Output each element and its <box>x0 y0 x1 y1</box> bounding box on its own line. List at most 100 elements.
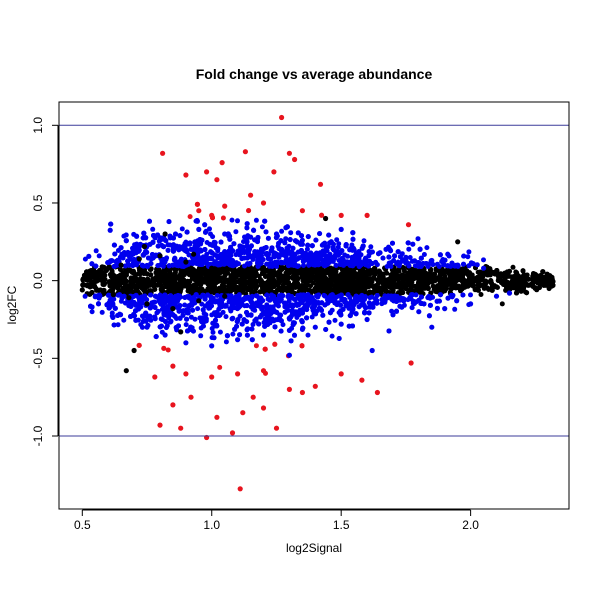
data-point-neutral <box>323 283 329 289</box>
data-point-neutral <box>449 270 455 276</box>
data-point-neutral <box>178 282 184 288</box>
data-point-neutral <box>524 282 530 288</box>
data-point-neutral <box>142 269 148 275</box>
data-point-neutral <box>477 273 483 279</box>
data-point-neutral <box>191 285 196 291</box>
data-point-neutral <box>329 282 335 288</box>
data-point-neutral <box>93 286 99 291</box>
data-point-neutral <box>428 267 434 273</box>
data-point-neutral <box>129 268 135 274</box>
data-point-neutral <box>279 289 285 294</box>
data-point-neutral <box>303 272 309 278</box>
data-point-neutral <box>266 268 272 274</box>
data-point-neutral <box>150 281 156 287</box>
data-point-neutral <box>161 269 167 275</box>
data-point-neutral <box>306 268 312 274</box>
data-point-neutral <box>520 268 526 274</box>
data-point-neutral <box>159 274 165 280</box>
data-point-neutral <box>158 283 164 289</box>
data-point-neutral <box>377 269 383 275</box>
data-point-neutral <box>328 277 334 282</box>
data-point-neutral <box>114 283 120 289</box>
data-point-neutral <box>452 283 458 289</box>
data-point-neutral <box>117 275 123 281</box>
data-point-neutral <box>113 275 118 281</box>
data-point-neutral <box>398 286 404 292</box>
data-point-neutral <box>418 276 424 281</box>
data-point-neutral <box>249 273 255 279</box>
data-point-neutral <box>245 272 251 278</box>
data-point-neutral <box>167 270 173 276</box>
data-point-neutral <box>271 280 277 286</box>
data-point-neutral <box>241 280 246 286</box>
data-point-neutral <box>514 290 519 296</box>
data-point-neutral <box>377 274 383 280</box>
data-point-neutral <box>371 284 377 290</box>
data-point-neutral <box>284 278 289 284</box>
data-point-neutral <box>401 274 407 280</box>
data-point-neutral <box>429 279 435 285</box>
data-point-neutral <box>277 271 283 277</box>
data-point-neutral <box>207 279 213 285</box>
data-point-neutral <box>211 271 217 277</box>
data-point-neutral <box>457 268 463 274</box>
data-point-neutral <box>428 275 434 281</box>
data-point-neutral <box>172 277 178 283</box>
data-point-neutral <box>107 283 113 289</box>
data-point-neutral <box>348 284 354 290</box>
data-point-neutral <box>215 276 221 282</box>
data-point-neutral <box>267 273 273 279</box>
data-point-neutral <box>459 274 464 280</box>
data-point-neutral <box>371 266 377 272</box>
data-point-neutral <box>465 272 471 278</box>
data-point-neutral <box>358 281 364 287</box>
data-point-neutral <box>534 287 540 293</box>
data-point-neutral <box>152 286 158 292</box>
data-point-neutral <box>304 287 310 293</box>
data-point-neutral <box>409 266 415 272</box>
data-point-neutral <box>270 284 275 290</box>
data-point-neutral <box>119 280 125 286</box>
data-point-neutral <box>190 266 195 272</box>
data-point-neutral <box>227 281 233 287</box>
data-point-neutral <box>132 289 138 294</box>
data-point-neutral <box>237 277 243 283</box>
data-point-neutral <box>138 276 144 282</box>
data-point-neutral <box>300 267 306 273</box>
data-point-neutral <box>476 279 482 285</box>
data-point-neutral <box>220 288 225 294</box>
data-point-neutral <box>533 279 539 285</box>
data-point-neutral <box>496 276 502 281</box>
data-point-neutral <box>153 277 159 283</box>
data-point-neutral <box>259 278 264 284</box>
data-point-neutral <box>363 269 369 275</box>
data-point-neutral <box>385 282 391 287</box>
data-point-neutral <box>523 289 529 295</box>
data-point-neutral <box>340 288 346 294</box>
data-point-neutral <box>308 283 314 289</box>
data-point-neutral <box>168 276 174 282</box>
data-point-neutral <box>354 281 359 287</box>
data-point-neutral <box>216 266 221 272</box>
data-point-neutral <box>239 272 245 278</box>
data-point-neutral <box>102 290 108 296</box>
data-point-neutral <box>440 286 446 292</box>
data-point-neutral <box>362 275 368 281</box>
data-point-neutral <box>88 270 94 276</box>
data-point-neutral <box>343 278 349 284</box>
data-point-neutral <box>423 271 429 277</box>
data-point-neutral <box>520 276 526 282</box>
data-point-neutral <box>546 273 551 279</box>
data-point-neutral <box>515 277 521 282</box>
data-point-neutral <box>358 285 364 291</box>
data-point-neutral <box>295 276 301 282</box>
data-point-neutral <box>344 269 350 274</box>
data-point-neutral <box>109 270 115 276</box>
data-point-neutral <box>346 275 352 280</box>
data-point-neutral <box>491 270 497 276</box>
data-point-neutral <box>110 286 116 292</box>
data-point-neutral <box>164 276 169 282</box>
data-point-neutral <box>173 286 179 292</box>
data-point-neutral <box>291 283 297 289</box>
data-point-neutral <box>529 282 535 288</box>
